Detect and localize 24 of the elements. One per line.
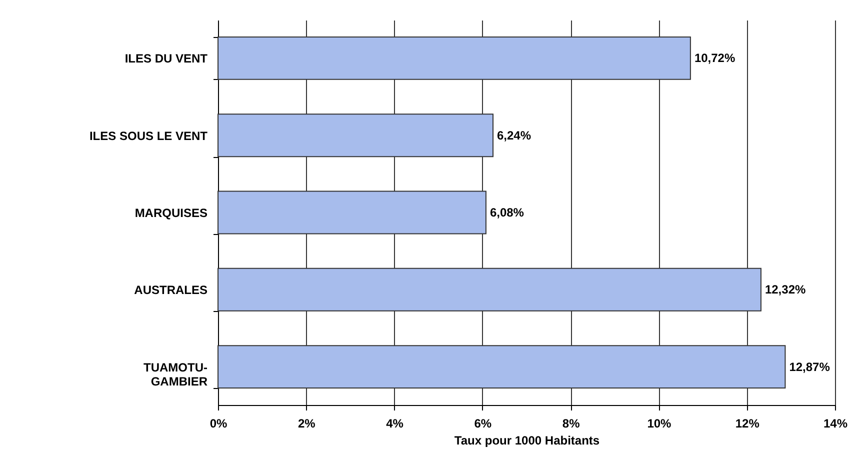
y-tick-label: ILES DU VENT — [124, 52, 208, 66]
data-label: 10,72% — [694, 51, 736, 66]
y-tick-label: MARQUISES — [134, 206, 208, 220]
x-axis-title: Taux pour 1000 Habitants — [454, 434, 600, 448]
x-tick-label: 4% — [386, 416, 404, 430]
bar — [218, 345, 786, 389]
y-tick-label: ILES SOUS LE VENT — [89, 128, 208, 143]
data-label: 12,32% — [764, 282, 806, 297]
data-label: 6,24% — [497, 128, 532, 142]
y-tick-label: AUSTRALES — [134, 283, 208, 298]
bar — [218, 268, 762, 312]
bar — [218, 36, 691, 80]
x-tick-label: 0% — [210, 416, 228, 430]
bar — [218, 114, 494, 158]
data-label: 6,08% — [490, 206, 524, 220]
x-tick-label: 8% — [562, 416, 580, 430]
x-tick-label: 2% — [298, 416, 316, 430]
x-tick-label: 6% — [474, 416, 492, 430]
x-tick-label: 12% — [735, 416, 760, 430]
y-tick-label: TUAMOTU- GAMBIER — [144, 360, 208, 388]
bar — [218, 190, 486, 234]
data-label: 12,87% — [789, 360, 830, 374]
x-tick-label: 10% — [647, 416, 672, 430]
x-tick-label: 14% — [823, 416, 848, 430]
